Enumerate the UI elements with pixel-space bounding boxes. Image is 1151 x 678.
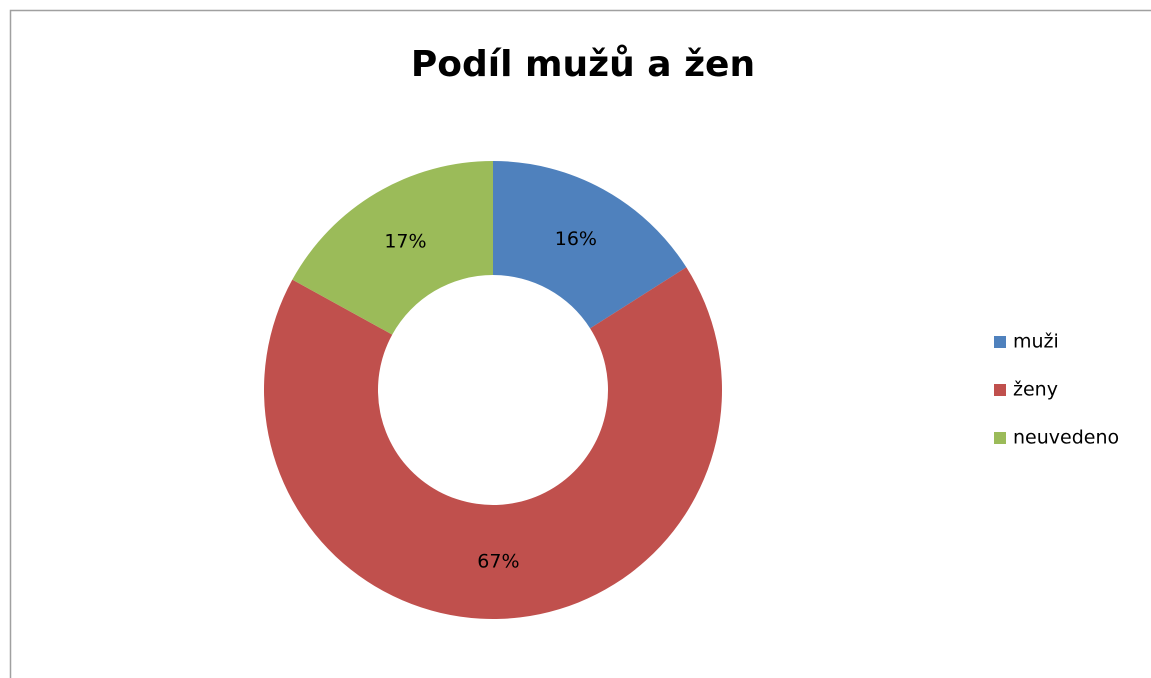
donut-slice — [493, 161, 687, 329]
donut-slice — [292, 161, 493, 335]
data-label: 67% — [477, 550, 519, 572]
chart-title: Podíl mužů a žen — [411, 44, 755, 85]
legend-label: neuvedeno — [1013, 427, 1119, 449]
data-label: 16% — [555, 228, 597, 250]
legend-swatch — [994, 432, 1006, 444]
legend-swatch — [994, 384, 1006, 396]
data-label: 17% — [384, 230, 426, 252]
donut-slice — [263, 267, 722, 620]
legend-swatch — [994, 336, 1006, 348]
legend-label: muži — [1013, 331, 1059, 353]
legend-label: ženy — [1013, 379, 1058, 401]
